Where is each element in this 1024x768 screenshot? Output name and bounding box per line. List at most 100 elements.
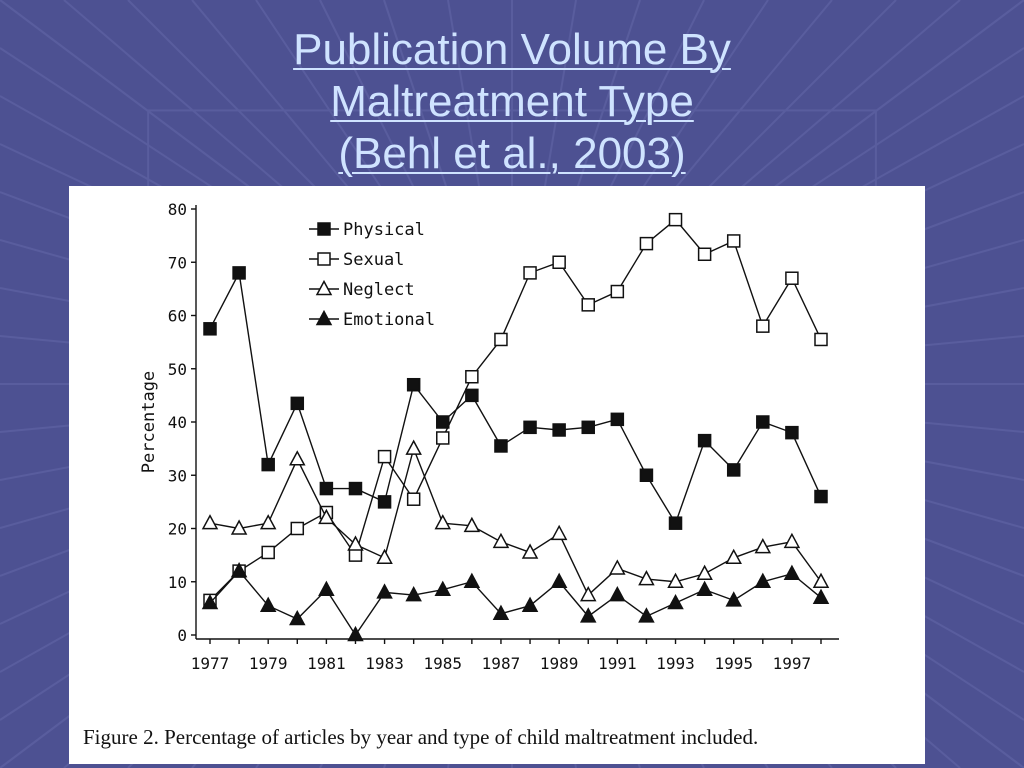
- y-tick-label: 20: [168, 520, 187, 539]
- data-point-neglect: [376, 548, 393, 565]
- data-point-emotional: [754, 572, 772, 588]
- y-tick-label: 70: [168, 253, 187, 272]
- data-point-physical: [494, 439, 508, 453]
- legend: Physical Sexual Neglect Emotional: [309, 220, 435, 330]
- legend-label: Physical: [343, 220, 425, 240]
- slide-title: Publication Volume By Maltreatment Type …: [0, 24, 1024, 180]
- series-line-physical: [209, 270, 822, 525]
- line-chart: 0 10 20 30 40 50 60 70 80 1977 1979 1981 1983 1985 198…: [139, 200, 839, 673]
- data-point-physical: [523, 420, 537, 435]
- data-point-neglect: [405, 439, 422, 455]
- data-point-emotional: [289, 609, 306, 626]
- data-point-physical: [697, 433, 712, 448]
- data-point-neglect: [318, 508, 335, 525]
- data-point-emotional: [318, 580, 335, 596]
- x-tick-label: 1991: [598, 654, 637, 673]
- data-point-physical: [668, 516, 683, 530]
- series-emotional: [201, 562, 830, 642]
- x-tick-label: 1995: [714, 654, 753, 673]
- x-tick-label: 1983: [365, 654, 404, 673]
- slide-title-line-1: Publication Volume By: [293, 25, 731, 74]
- data-point-physical: [785, 425, 799, 440]
- data-point-sexual: [581, 298, 595, 312]
- data-point-neglect: [347, 535, 364, 551]
- data-point-physical: [203, 322, 217, 336]
- data-point-emotional: [521, 596, 539, 612]
- data-point-sexual: [756, 319, 770, 333]
- legend-label: Sexual: [343, 250, 404, 270]
- data-point-emotional: [783, 564, 801, 581]
- data-point-neglect: [201, 514, 219, 530]
- data-point-sexual: [785, 271, 799, 285]
- series-neglect: [201, 439, 830, 602]
- data-point-sexual: [377, 449, 392, 464]
- data-point-neglect: [463, 516, 481, 533]
- x-tick-label: 1997: [773, 654, 812, 673]
- data-point-physical: [552, 423, 566, 437]
- slide-title-line-3: (Behl et al., 2003): [338, 129, 686, 178]
- data-point-sexual: [610, 284, 625, 299]
- data-point-neglect: [696, 564, 713, 581]
- data-point-physical: [814, 489, 828, 504]
- data-point-emotional: [376, 583, 393, 599]
- legend-label: Emotional: [343, 310, 435, 330]
- data-point-physical: [406, 377, 421, 392]
- data-point-emotional: [579, 607, 597, 623]
- legend-marker: [317, 222, 331, 236]
- data-point-neglect: [754, 538, 772, 554]
- data-point-sexual: [639, 236, 654, 251]
- y-tick-label: 60: [168, 307, 187, 326]
- y-tick-label: 40: [168, 413, 187, 432]
- data-point-sexual: [465, 369, 479, 384]
- data-point-emotional: [667, 593, 684, 610]
- data-point-physical: [232, 266, 246, 280]
- data-point-neglect: [259, 514, 277, 530]
- data-point-emotional: [434, 580, 452, 596]
- data-point-physical: [726, 463, 741, 477]
- data-point-physical: [581, 420, 595, 435]
- data-point-sexual: [348, 548, 363, 562]
- data-point-sexual: [523, 266, 537, 280]
- data-point-sexual: [261, 545, 275, 560]
- data-point-sexual: [668, 212, 683, 227]
- y-tick-label: 10: [168, 573, 187, 592]
- axes: [191, 205, 839, 644]
- data-point-emotional: [696, 580, 713, 596]
- data-point-neglect: [434, 514, 452, 530]
- data-point-emotional: [725, 591, 742, 607]
- x-tick-label: 1989: [540, 654, 579, 673]
- x-tick-label: 1977: [191, 654, 230, 673]
- data-point-neglect: [230, 519, 248, 535]
- data-point-physical: [377, 495, 392, 509]
- data-point-neglect: [289, 450, 306, 466]
- data-point-physical: [639, 468, 654, 482]
- data-point-neglect: [492, 532, 510, 549]
- y-tick-label: 30: [168, 466, 187, 485]
- data-point-emotional: [405, 585, 422, 602]
- data-point-physical: [290, 396, 305, 411]
- x-tick-label: 1987: [482, 654, 521, 673]
- legend-item-emotional: Emotional: [309, 309, 435, 330]
- data-point-neglect: [667, 572, 684, 588]
- legend-marker: [315, 309, 333, 326]
- y-tick-label: 0: [177, 626, 187, 645]
- legend-marker: [317, 252, 331, 266]
- data-point-sexual: [436, 431, 450, 445]
- figure-caption: Figure 2. Percentage of articles by year…: [83, 725, 759, 749]
- data-point-physical: [261, 457, 275, 472]
- data-point-sexual: [697, 247, 712, 262]
- series-line-emotional: [209, 570, 822, 637]
- legend-marker: [315, 279, 333, 296]
- data-point-physical: [610, 412, 625, 427]
- data-point-emotional: [259, 596, 277, 612]
- x-tick-label: 1993: [656, 654, 695, 673]
- data-point-neglect: [521, 543, 539, 559]
- data-point-sexual: [494, 332, 508, 347]
- y-tick-label: 80: [168, 200, 187, 219]
- x-tick-label: 1979: [249, 654, 288, 673]
- data-point-emotional: [812, 588, 830, 604]
- data-point-sexual: [552, 255, 566, 269]
- data-point-emotional: [609, 585, 626, 602]
- y-axis-label: Percentage: [139, 371, 159, 473]
- data-point-neglect: [725, 548, 742, 565]
